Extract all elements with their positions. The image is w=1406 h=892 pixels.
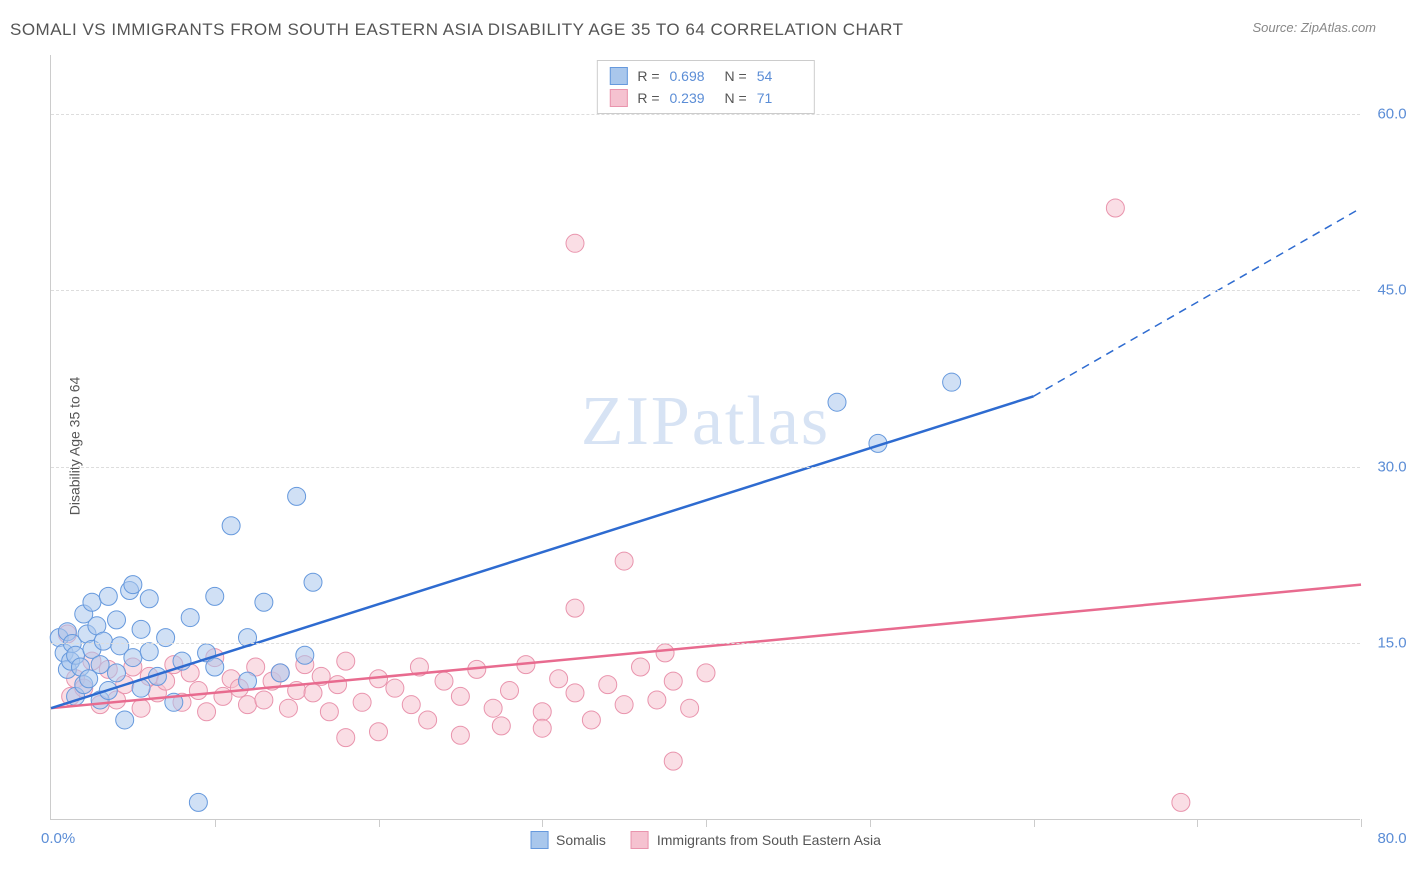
data-point xyxy=(615,696,633,714)
data-point xyxy=(189,682,207,700)
data-point xyxy=(94,632,112,650)
data-point xyxy=(828,393,846,411)
series1-name: Somalis xyxy=(556,832,606,848)
data-point xyxy=(304,573,322,591)
y-tick-label: 60.0% xyxy=(1377,105,1406,122)
legend-item-series1: Somalis xyxy=(530,831,606,849)
data-point xyxy=(419,711,437,729)
source-attribution: Source: ZipAtlas.com xyxy=(1252,20,1376,35)
data-point xyxy=(99,587,117,605)
data-point xyxy=(599,676,617,694)
x-tick xyxy=(870,819,871,827)
y-tick-label: 45.0% xyxy=(1377,282,1406,299)
gridline xyxy=(51,467,1360,468)
data-point xyxy=(943,373,961,391)
data-point xyxy=(255,593,273,611)
data-point xyxy=(402,696,420,714)
gridline xyxy=(51,643,1360,644)
data-point xyxy=(124,576,142,594)
data-point xyxy=(140,590,158,608)
data-point xyxy=(566,599,584,617)
data-point xyxy=(140,643,158,661)
data-point xyxy=(615,552,633,570)
data-point xyxy=(484,699,502,717)
swatch-series1-bottom xyxy=(530,831,548,849)
data-point xyxy=(632,658,650,676)
data-point xyxy=(386,679,404,697)
gridline xyxy=(51,290,1360,291)
data-point xyxy=(189,793,207,811)
data-point xyxy=(492,717,510,735)
data-point xyxy=(550,670,568,688)
data-point xyxy=(124,649,142,667)
data-point xyxy=(451,687,469,705)
data-point xyxy=(181,609,199,627)
data-point xyxy=(1172,793,1190,811)
chart-title: SOMALI VS IMMIGRANTS FROM SOUTH EASTERN … xyxy=(10,20,904,40)
gridline xyxy=(51,114,1360,115)
data-point xyxy=(239,696,257,714)
data-point xyxy=(296,646,314,664)
data-point xyxy=(648,691,666,709)
data-point xyxy=(533,703,551,721)
data-point xyxy=(132,620,150,638)
data-point xyxy=(656,644,674,662)
data-point xyxy=(108,611,126,629)
data-point xyxy=(288,487,306,505)
data-point xyxy=(222,517,240,535)
x-tick xyxy=(1197,819,1198,827)
x-axis-min-label: 0.0% xyxy=(41,830,75,847)
data-point xyxy=(370,723,388,741)
series2-name: Immigrants from South Eastern Asia xyxy=(657,832,881,848)
data-point xyxy=(271,664,289,682)
data-point xyxy=(206,587,224,605)
data-point xyxy=(198,703,216,721)
data-point xyxy=(697,664,715,682)
x-tick xyxy=(379,819,380,827)
series-legend: Somalis Immigrants from South Eastern As… xyxy=(530,831,881,849)
data-point xyxy=(329,676,347,694)
data-point xyxy=(1106,199,1124,217)
data-point xyxy=(566,684,584,702)
data-point xyxy=(108,664,126,682)
x-tick xyxy=(1034,819,1035,827)
swatch-series2-bottom xyxy=(631,831,649,849)
data-point xyxy=(664,672,682,690)
data-point xyxy=(582,711,600,729)
y-tick-label: 30.0% xyxy=(1377,458,1406,475)
regression-line-dashed xyxy=(1034,208,1362,396)
x-tick xyxy=(215,819,216,827)
plot-area: ZIPatlas R = 0.698 N = 54 R = 0.239 N = … xyxy=(50,55,1360,820)
data-point xyxy=(664,752,682,770)
x-tick xyxy=(1361,819,1362,827)
data-point xyxy=(337,729,355,747)
data-point xyxy=(239,672,257,690)
data-point xyxy=(681,699,699,717)
x-tick xyxy=(706,819,707,827)
data-point xyxy=(255,691,273,709)
data-point xyxy=(320,703,338,721)
scatter-svg xyxy=(51,55,1360,819)
y-tick-label: 15.0% xyxy=(1377,635,1406,652)
x-tick xyxy=(542,819,543,827)
data-point xyxy=(533,719,551,737)
data-point xyxy=(435,672,453,690)
data-point xyxy=(451,726,469,744)
x-axis-max-label: 80.0% xyxy=(1377,830,1406,847)
data-point xyxy=(353,693,371,711)
data-point xyxy=(83,593,101,611)
data-point xyxy=(566,234,584,252)
data-point xyxy=(91,656,109,674)
legend-item-series2: Immigrants from South Eastern Asia xyxy=(631,831,881,849)
data-point xyxy=(206,658,224,676)
data-point xyxy=(132,699,150,717)
data-point xyxy=(279,699,297,717)
data-point xyxy=(116,711,134,729)
data-point xyxy=(337,652,355,670)
data-point xyxy=(501,682,519,700)
data-point xyxy=(304,684,322,702)
